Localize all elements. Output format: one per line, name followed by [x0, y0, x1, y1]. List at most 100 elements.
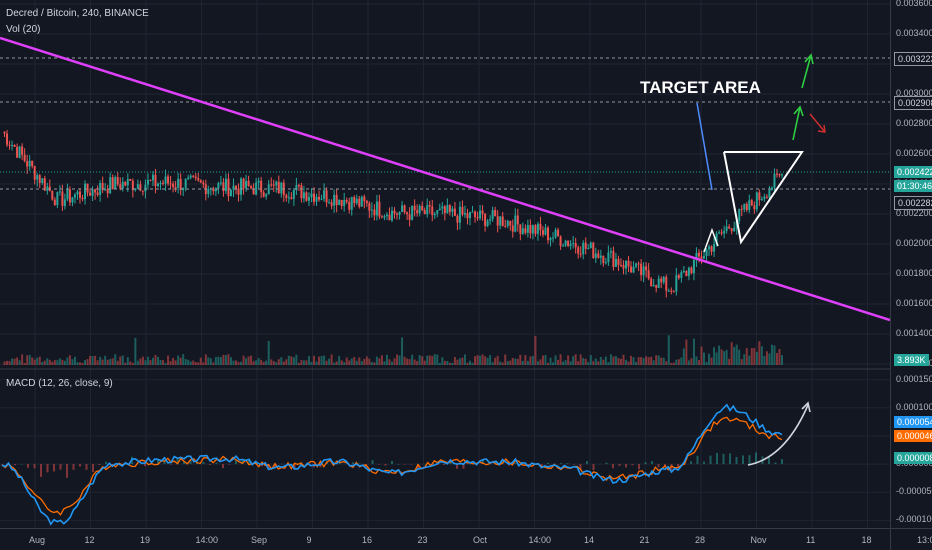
volume-bar: [297, 362, 300, 365]
volume-bar: [602, 359, 605, 365]
candle-body: [632, 266, 635, 273]
candle-body: [748, 200, 751, 211]
time-tick-label: Sep: [251, 535, 268, 545]
candle-body: [131, 180, 134, 191]
histogram-bar: [612, 464, 614, 469]
candle-body: [338, 200, 341, 206]
volume-bar: [101, 359, 104, 365]
volume-bar: [81, 362, 84, 365]
volume-bar: [272, 361, 275, 365]
volume-bar: [768, 353, 771, 365]
candle-body: [189, 175, 192, 178]
histogram-bar: [599, 463, 601, 465]
histogram-bar: [703, 461, 705, 465]
volume-tag: 3.893K: [894, 354, 929, 366]
volume-bar: [270, 359, 273, 365]
histogram-bar: [768, 457, 770, 465]
volume-bar: [622, 354, 625, 365]
price-tick-label: 0.003600: [896, 0, 932, 8]
price-tick-label: 0.002000: [896, 238, 932, 248]
histogram-bar: [183, 461, 185, 465]
volume-bar: [139, 358, 142, 365]
candle-body: [66, 189, 69, 200]
volume-bar: [16, 357, 19, 365]
histogram-bar: [189, 460, 192, 465]
histogram-bar: [163, 460, 166, 465]
volume-bar: [652, 360, 655, 365]
candle-body: [252, 188, 255, 195]
candle-body: [685, 270, 688, 276]
volume-bar: [267, 340, 270, 365]
candle-body: [700, 256, 703, 259]
volume-bar: [572, 356, 575, 365]
histogram-bar: [722, 453, 725, 465]
candle-body: [738, 208, 741, 222]
histogram-bar: [592, 464, 595, 471]
volume-bar: [519, 354, 522, 365]
candle-body: [511, 225, 514, 232]
time-tick-label: 18: [861, 535, 872, 545]
volume-bar: [743, 354, 746, 365]
volume-bar: [781, 355, 783, 365]
candle-body: [660, 278, 663, 283]
histogram-bar: [449, 461, 452, 465]
volume-bar: [398, 355, 401, 365]
volume-bar: [227, 354, 230, 365]
candle-body: [81, 197, 84, 200]
candle-body: [403, 205, 406, 213]
volume-bar: [637, 357, 640, 365]
volume-bar: [335, 361, 338, 365]
volume-bar: [484, 356, 487, 365]
price-tag-target-mid: 0.002908: [894, 96, 932, 110]
candle-body: [28, 160, 31, 167]
volume-bar: [79, 362, 81, 365]
histogram-bar: [124, 464, 127, 465]
volume-bar: [715, 352, 718, 365]
candle-body: [592, 242, 595, 258]
candle-body: [325, 190, 328, 203]
candle-body: [474, 211, 477, 217]
volume-bar: [607, 362, 610, 365]
volume-bar: [164, 362, 167, 365]
candle-body: [773, 173, 776, 188]
histogram-bar: [436, 464, 439, 466]
volume-bar: [625, 359, 627, 365]
candle-body: [11, 144, 14, 146]
candle-body: [443, 206, 446, 214]
volume-bar: [630, 355, 633, 365]
volume-bar: [159, 359, 162, 365]
volume-bar: [670, 362, 673, 365]
candle-body: [345, 200, 348, 202]
volume-bar: [202, 362, 205, 365]
histogram-bar: [397, 464, 400, 465]
candle-body: [41, 178, 44, 184]
candle-body: [197, 178, 200, 181]
volume-bar: [219, 357, 222, 365]
histogram-bar: [430, 464, 432, 465]
volume-bar: [189, 361, 192, 365]
candle-body: [670, 290, 673, 292]
volume-bar: [310, 361, 313, 365]
candle-body: [167, 176, 170, 184]
volume-bar: [710, 357, 713, 365]
volume-bar: [38, 356, 41, 365]
volume-bar: [333, 362, 336, 365]
candle-body: [232, 185, 235, 190]
candle-body: [728, 226, 731, 229]
histogram-bar: [1, 464, 3, 465]
histogram-bar: [358, 463, 361, 465]
candle-body: [680, 272, 683, 278]
price-tick-label: 0.001400: [896, 328, 932, 338]
volume-bar: [541, 355, 544, 365]
price-tick-label: 0.002600: [896, 148, 932, 158]
volume-bar: [232, 360, 235, 365]
histogram-bar: [20, 463, 23, 465]
candle-body: [640, 263, 643, 276]
volume-bar: [448, 362, 451, 365]
volume-bar: [486, 357, 489, 365]
volume-bar: [697, 360, 700, 365]
volume-bar: [33, 359, 36, 365]
candle-body: [154, 174, 157, 187]
volume-bar: [531, 356, 534, 365]
